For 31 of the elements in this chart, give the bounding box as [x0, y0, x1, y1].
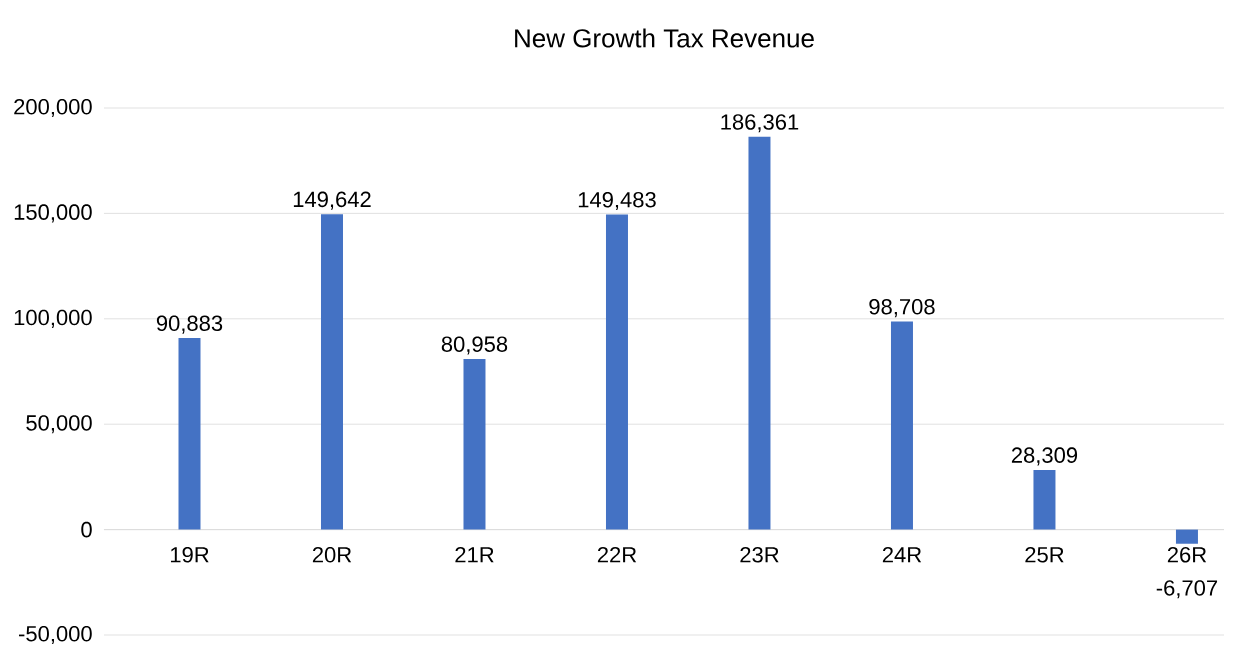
x-tick-label: 20R	[312, 546, 352, 563]
x-tick-label: 26R	[1167, 546, 1207, 563]
bar	[320, 214, 343, 530]
x-tick-label: 21R	[455, 546, 494, 563]
y-tick-label: 50,000	[26, 415, 92, 434]
x-tick-label: 24R	[882, 546, 922, 563]
data-label: 28,309	[1011, 447, 1078, 466]
data-label: 186,361	[721, 114, 799, 133]
y-tick-label: -50,000	[19, 625, 92, 645]
data-label: 149,642	[293, 191, 371, 210]
bar	[890, 321, 913, 530]
bar	[1175, 529, 1198, 544]
bar	[748, 136, 771, 530]
data-label: 149,483	[578, 191, 656, 211]
bar	[178, 338, 201, 530]
bar	[605, 214, 628, 530]
x-tick-label: 25R	[1025, 546, 1064, 563]
chart-title: New Growth Tax Revenue	[515, 28, 814, 48]
x-tick-label: 22R	[597, 546, 637, 563]
bar	[463, 358, 486, 530]
data-label: 98,708	[869, 298, 935, 318]
data-label: 90,883	[156, 315, 223, 334]
y-tick-label: 150,000	[14, 204, 92, 223]
x-tick-label: 19R	[170, 546, 209, 563]
x-tick-label: 23R	[740, 546, 779, 563]
bar	[1033, 469, 1056, 530]
y-tick-label: 200,000	[14, 98, 92, 118]
data-label: 80,958	[441, 336, 508, 355]
y-tick-label: 100,000	[14, 309, 92, 328]
data-label: -6,707	[1156, 580, 1218, 599]
y-tick-label: 0	[81, 521, 92, 538]
